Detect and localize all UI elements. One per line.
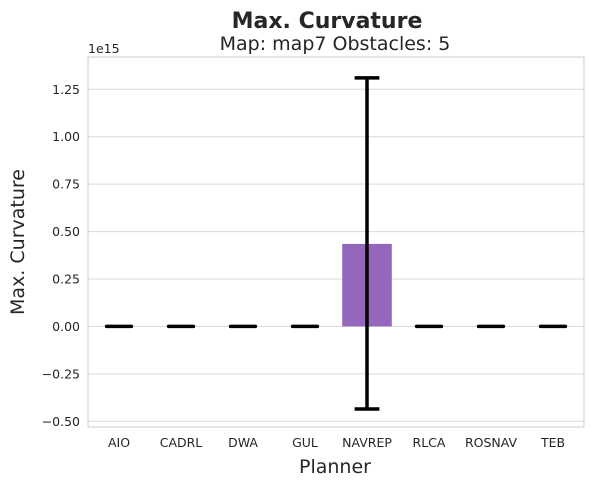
y-tick-label: 1.25 <box>52 82 80 97</box>
y-tick-label: 0.75 <box>52 177 80 192</box>
x-ticks: AIO CADRL DWA GUL NAVREP RLCA ROSNAV TEB <box>108 435 565 450</box>
x-tick-label: GUL <box>292 435 318 450</box>
bars <box>94 243 578 327</box>
y-tick-label: 0.50 <box>52 224 80 239</box>
x-tick-label: TEB <box>540 435 565 450</box>
x-tick-label: DWA <box>228 435 258 450</box>
y-tick-label: 0.25 <box>52 272 80 287</box>
error-bars <box>104 76 568 411</box>
x-tick-label: AIO <box>108 435 130 450</box>
x-tick-label: RLCA <box>413 435 446 450</box>
x-tick-label: ROSNAV <box>465 435 518 450</box>
y-tick-label: −0.25 <box>42 366 80 381</box>
y-tick-label: 0.00 <box>52 319 80 334</box>
y-offset-label: 1e15 <box>88 41 120 56</box>
y-tick-label: −0.50 <box>42 414 80 429</box>
plot-frame <box>87 56 585 428</box>
x-axis-label: Planner <box>299 456 371 478</box>
grid-lines <box>88 88 584 422</box>
y-axis-label: Max. Curvature <box>7 169 29 315</box>
chart-title: Max. Curvature <box>232 9 423 34</box>
y-ticks: −0.50 −0.25 0.00 0.25 0.50 0.75 1.00 1.25 <box>42 82 80 429</box>
x-tick-label: NAVREP <box>342 435 392 450</box>
y-tick-label: 1.00 <box>52 129 80 144</box>
x-tick-label: CADRL <box>160 435 203 450</box>
chart-subtitle: Map: map7 Obstacles: 5 <box>220 33 451 55</box>
